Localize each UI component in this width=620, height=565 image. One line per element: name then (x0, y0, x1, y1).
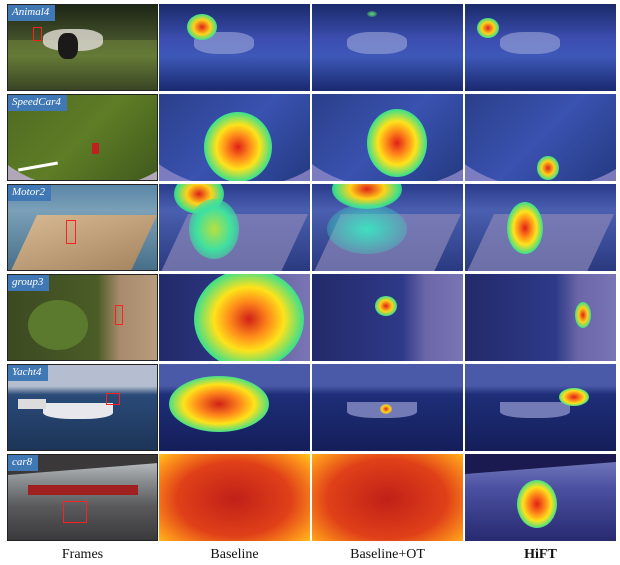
column-label-baseline-ot: Baseline+OT (350, 547, 425, 562)
heatmap-ot-car8 (312, 454, 463, 541)
column-label-frames: Frames (61, 547, 104, 562)
sequence-label: car8 (8, 455, 39, 471)
comparison-grid: Animal4 SpeedCar4 Motor2 (7, 4, 616, 542)
heatmap-baseline-group3 (159, 274, 310, 361)
sequence-label: Motor2 (8, 185, 51, 201)
heatmap-ot-motor2 (312, 184, 463, 271)
column-label-hift: HiFT (524, 547, 557, 562)
column-label-baseline: Baseline (210, 547, 259, 562)
heatmap-baseline-motor2 (159, 184, 310, 271)
heatmap-hift-speedcar4 (465, 94, 616, 181)
sequence-label: Animal4 (8, 5, 56, 21)
heatmap-ot-group3 (312, 274, 463, 361)
frame-yacht4: Yacht4 (7, 364, 158, 451)
heatmap-ot-speedcar4 (312, 94, 463, 181)
heatmap-hift-car8 (465, 454, 616, 541)
sequence-label: SpeedCar4 (8, 95, 67, 111)
heatmap-ot-animal4 (312, 4, 463, 91)
heatmap-baseline-speedcar4 (159, 94, 310, 181)
heatmap-ot-yacht4 (312, 364, 463, 451)
frame-speedcar4: SpeedCar4 (7, 94, 158, 181)
frame-motor2: Motor2 (7, 184, 158, 271)
heatmap-hift-motor2 (465, 184, 616, 271)
heatmap-hift-group3 (465, 274, 616, 361)
heatmap-hift-yacht4 (465, 364, 616, 451)
frame-car8: car8 (7, 454, 158, 541)
frame-group3: group3 (7, 274, 158, 361)
sequence-label: Yacht4 (8, 365, 48, 381)
sequence-label: group3 (8, 275, 50, 291)
heatmap-baseline-yacht4 (159, 364, 310, 451)
heatmap-baseline-car8 (159, 454, 310, 541)
heatmap-hift-animal4 (465, 4, 616, 91)
heatmap-baseline-animal4 (159, 4, 310, 91)
frame-animal4: Animal4 (7, 4, 158, 91)
